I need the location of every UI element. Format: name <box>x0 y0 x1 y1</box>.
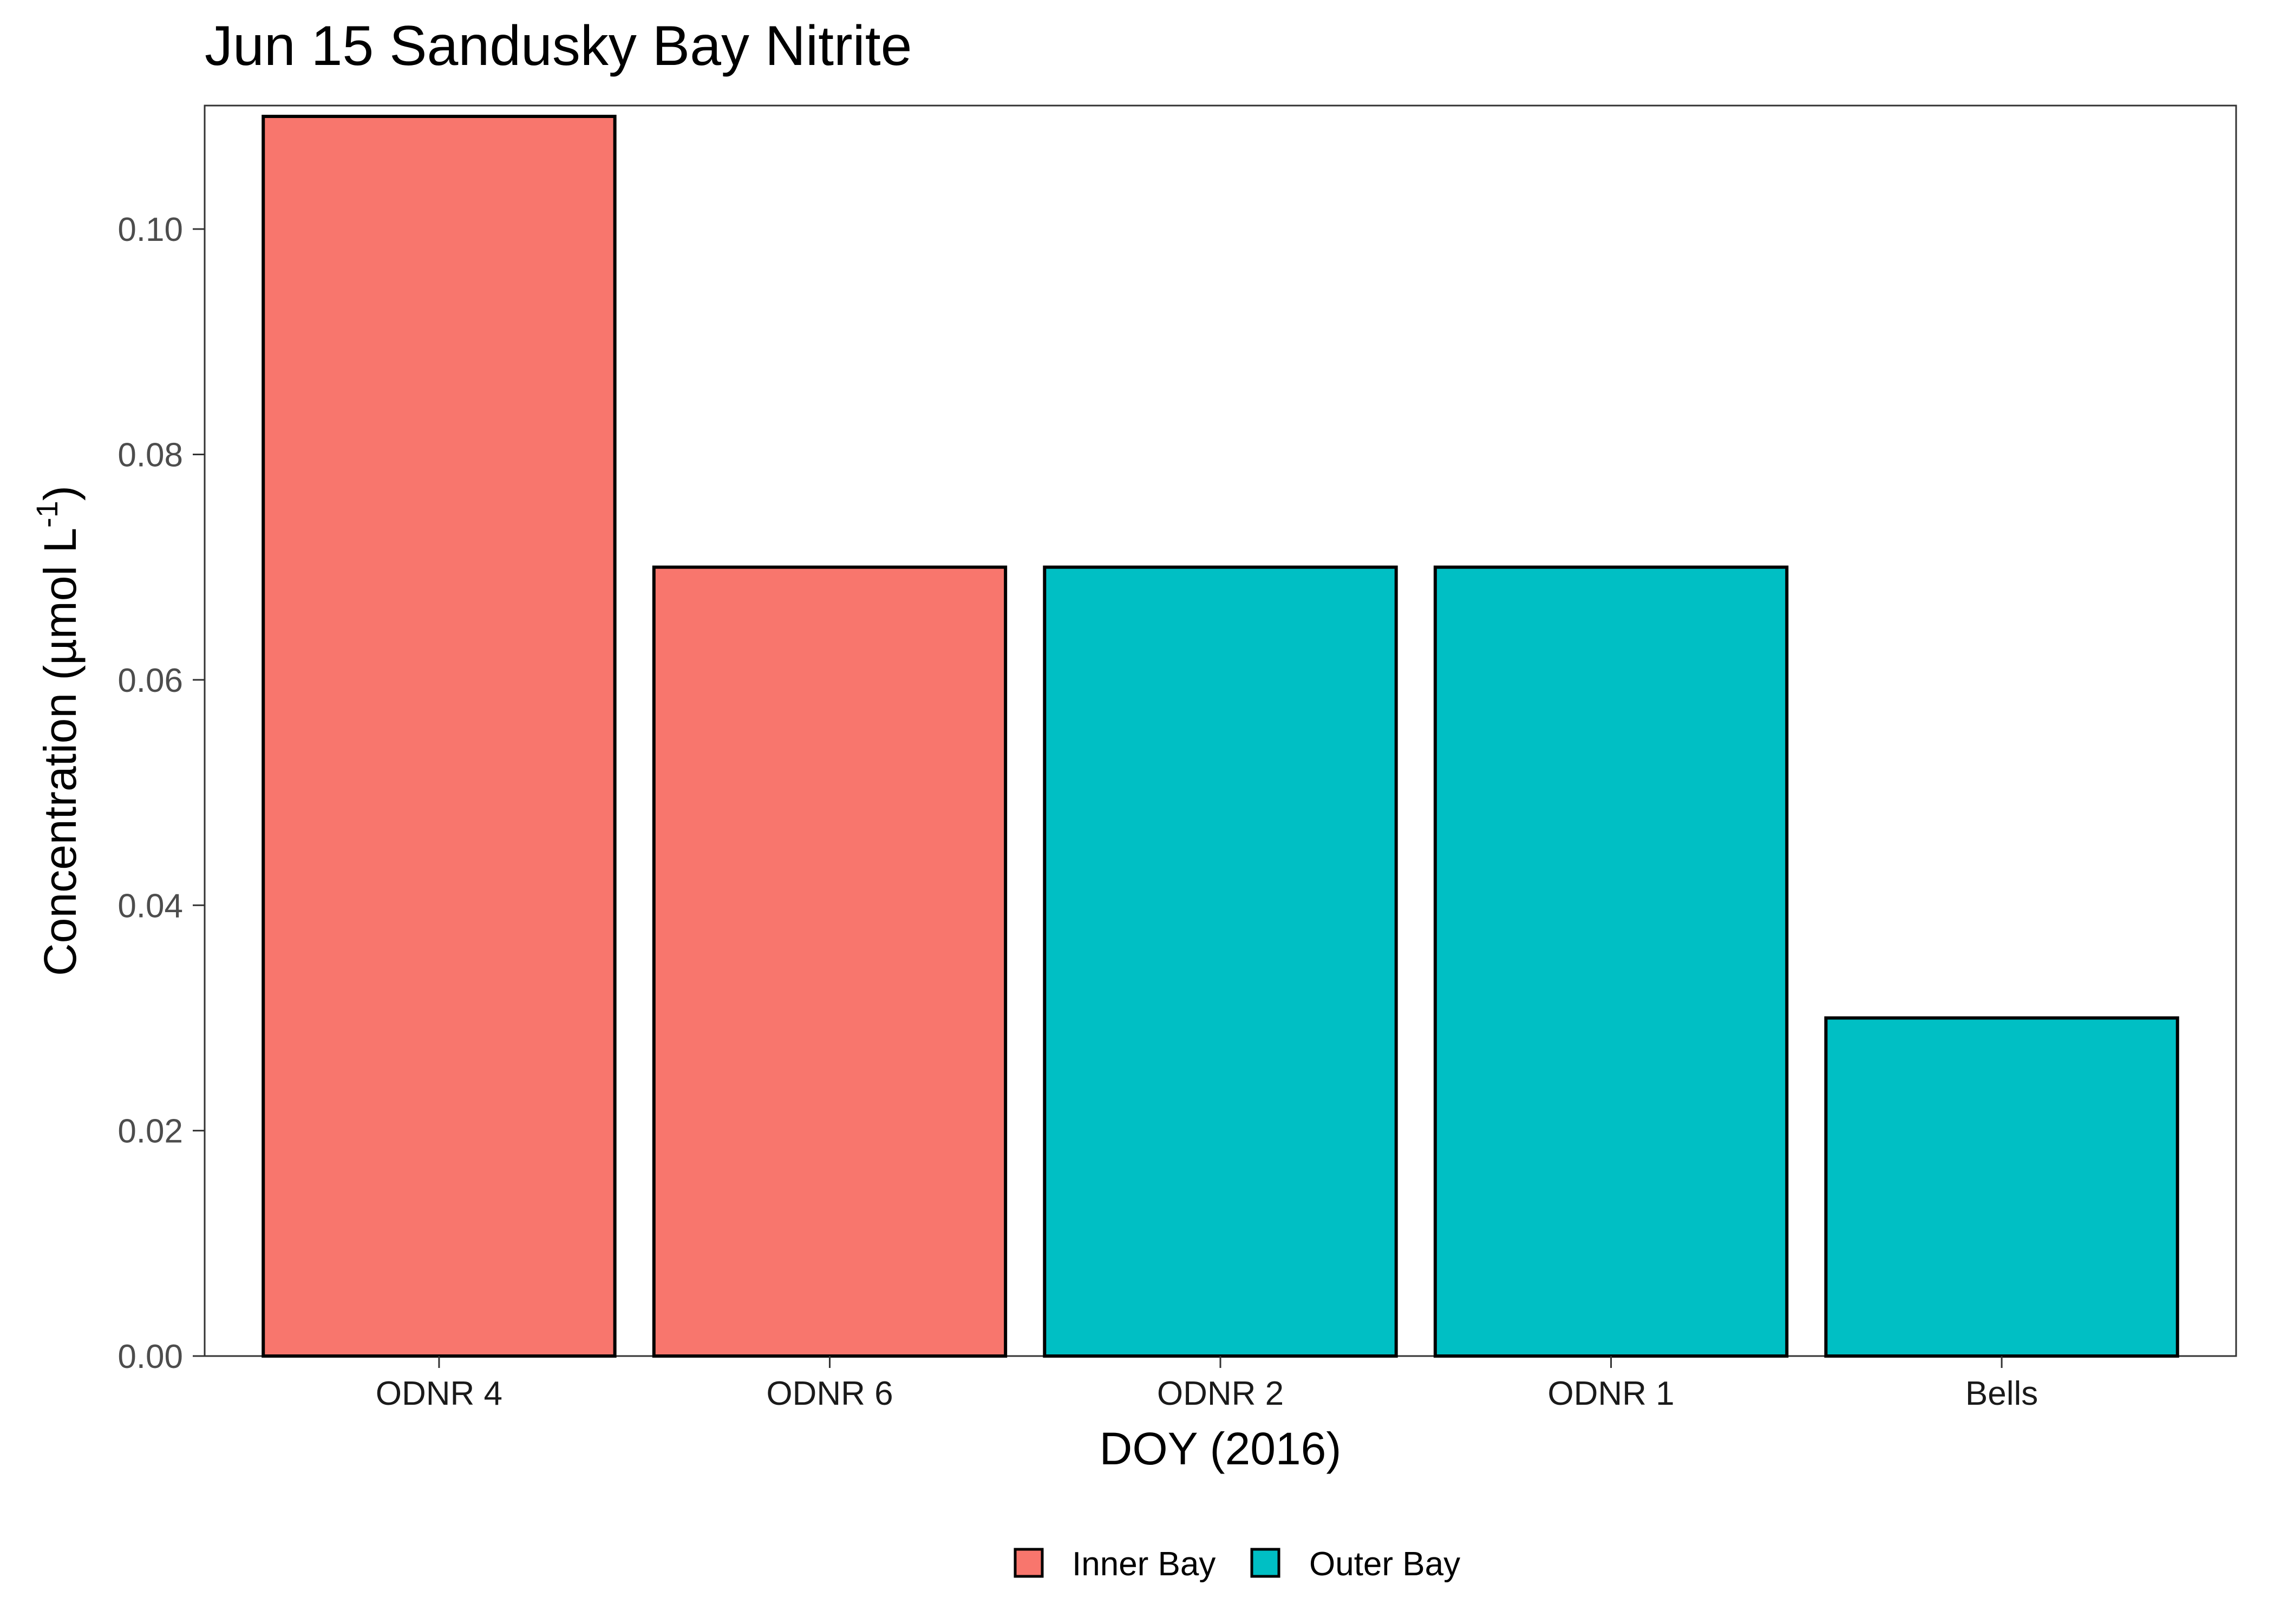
x-tick-label: ODNR 1 <box>1547 1375 1674 1412</box>
y-axis-title-suffix: ) <box>35 486 86 501</box>
y-tick-label: 0.00 <box>117 1338 183 1376</box>
x-axis: ODNR 4 ODNR 6 ODNR 2 ODNR 1 Bells <box>376 1356 2038 1412</box>
y-tick-label: 0.04 <box>117 887 183 925</box>
bar-odnr-2 <box>1043 565 1398 1358</box>
y-axis-title-superscript: -1 <box>30 501 64 528</box>
bar-odnr-6 <box>652 565 1008 1358</box>
y-tick-label: 0.02 <box>117 1113 183 1150</box>
y-tick-label: 0.10 <box>117 211 183 248</box>
x-tick-label: ODNR 4 <box>376 1375 502 1412</box>
y-tick-label: 0.08 <box>117 437 183 474</box>
bar-bells <box>1824 1016 2179 1358</box>
y-axis: 0.00 0.02 0.04 0.06 0.08 0.10 <box>117 211 205 1376</box>
legend-key-outer-bay <box>1250 1548 1280 1578</box>
y-axis-title: Concentration (µmol L-1) <box>30 486 86 976</box>
legend: Inner Bay Outer Bay <box>1014 1546 1460 1583</box>
x-tick-label: ODNR 2 <box>1157 1375 1284 1412</box>
x-tick-label: Bells <box>1965 1375 2038 1412</box>
legend-label-outer-bay: Outer Bay <box>1309 1546 1460 1583</box>
y-axis-title-main: Concentration (µmol L <box>35 528 86 976</box>
x-axis-title: DOY (2016) <box>1100 1423 1342 1474</box>
y-tick-label: 0.06 <box>117 662 183 699</box>
legend-key-inner-bay <box>1014 1548 1044 1578</box>
bar-odnr-1 <box>1433 565 1789 1358</box>
legend-label-inner-bay: Inner Bay <box>1072 1546 1216 1583</box>
bar-odnr-4 <box>262 115 617 1358</box>
chart-title: Jun 15 Sandusky Bay Nitrite <box>205 15 912 77</box>
bars <box>262 115 2179 1358</box>
x-tick-label: ODNR 6 <box>766 1375 893 1412</box>
